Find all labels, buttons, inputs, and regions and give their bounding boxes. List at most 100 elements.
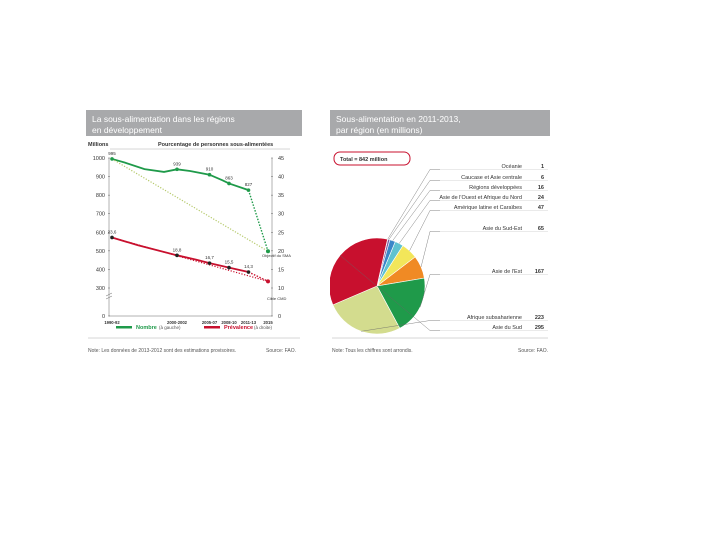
x-tick-label: 2000-2002 [167,320,188,325]
y-right-tick-label: 0 [278,314,281,320]
pie-category-label: Amérique latine et Caraïbes [454,205,522,211]
left-title-line2: en développement [92,125,162,135]
pie-value-label: 16 [538,185,544,191]
y-left-tick-label: 0 [102,314,105,320]
pie-category-label: Asie du Sud [492,325,522,331]
left-title-line1: La sous-alimentation dans les régions [92,114,235,124]
right-title-line2: par région (en millions) [336,125,423,135]
x-tick-label: 2015 [263,320,273,325]
line-chart: Millions Pourcentage de personnes sous-a… [88,142,300,339]
x-tick-label: 2011-13 [241,320,257,325]
target-point [266,249,270,254]
pie-value-label: 24 [538,195,545,201]
y-right-label: Pourcentage de personnes sous-alimentées [158,142,273,148]
left-source: Source: FAO. [266,348,297,354]
legend-prevalence-label: Prévalence [224,325,253,331]
pie-value-label: 223 [535,315,544,321]
pie-category-label: Océanie [502,164,523,170]
pie-value-label: 167 [535,269,544,275]
y-left-tick-label: 600 [96,230,105,236]
total-box [333,151,411,166]
data-label: 16,7 [205,255,214,260]
right-source: Source: FAO. [518,348,549,354]
pie-leader-line [387,169,440,240]
data-point [227,181,231,186]
annotation-cmd: Cible CMD [267,296,286,301]
y-right-tick-label: 35 [278,193,284,199]
left-chart-header: La sous-alimentation dans les régions en… [86,110,302,136]
pie-leader-line [392,190,440,241]
left-note: Note: Les données de 2013-2012 sont des … [88,348,237,354]
data-label: 995 [108,151,116,156]
series-projection [247,189,269,252]
pie-leader-line [388,180,440,240]
target-point [266,279,270,284]
x-tick-label: 2008-10 [221,320,237,325]
y-right-tick-label: 30 [278,212,284,218]
data-label: 23,6 [108,229,117,234]
series-projection [248,271,269,282]
y-right-tick-label: 15 [278,267,284,273]
pie-category-label: Régions développées [469,185,522,191]
y-right-tick-label: 45 [278,156,284,162]
pie-leader-line [361,320,440,332]
legend-number-label: Nombre [136,325,157,331]
pie-chart: Total = 842 million Océanie 1 Caucase et A… [328,151,548,339]
data-label: 15,5 [225,260,234,265]
data-point [207,172,212,177]
pie-category-label: Asie de l'Est [492,269,523,275]
data-point [246,270,251,274]
data-label: 863 [225,175,233,180]
right-title-line1: Sous-alimentation en 2011-2013, [336,114,461,124]
y-left-label: Millions [88,142,108,148]
target-trend-line [111,158,269,252]
left-chart-panel: La sous-alimentation dans les régions en… [86,110,302,354]
data-label: 827 [245,182,253,187]
data-point [175,253,179,258]
data-point [175,167,179,172]
total-label: Total = 842 million [340,157,388,163]
pie-category-label: Caucase et Asie centrale [461,175,522,181]
x-tick-label: 2005-07 [202,320,218,325]
pie-value-label: 1 [541,164,544,170]
data-point [227,265,231,270]
data-point [207,261,212,265]
data-point [110,157,114,161]
data-label: 18,8 [173,247,182,252]
pie-leader-line [339,255,440,331]
y-left-tick-label: 800 [96,193,105,199]
pie-leader-line [399,200,440,244]
legend-number-swatch [116,326,132,329]
pie-category-label: Asie de l'Ouest et Afrique du Nord [439,195,522,201]
y-right-tick-label: 10 [278,286,284,292]
pie-value-label: 65 [538,226,544,232]
legend-prevalence-axis: (à droite) [254,325,273,330]
target-trend-line [111,236,269,282]
y-right-tick-label: 40 [278,175,284,181]
right-note: Note: Tous les chiffres sont arrondis. [332,348,413,354]
annotation-mdg: Objectif du SMA [262,253,291,258]
data-label: 14,3 [244,264,253,269]
legend-number-axis: (à gauche) [159,325,181,330]
data-label: 910 [206,167,214,172]
y-left-tick-label: 700 [96,212,105,218]
y-left-tick-label: 500 [96,249,105,255]
y-left-tick-label: 400 [96,267,105,273]
y-right-tick-label: 25 [278,230,284,236]
data-label: 939 [173,161,181,166]
pie-leader-line [409,210,440,251]
pie-leader-line [420,231,440,267]
y-right-tick-label: 20 [278,249,284,255]
data-point [110,235,114,240]
pie-category-label: Asie du Sud-Est [483,226,523,232]
series-line-number [111,158,249,191]
right-chart-header: Sous-alimentation en 2011-2013, par régi… [330,110,550,136]
y-left-tick-label: 300 [96,286,105,292]
y-left-tick-label: 900 [96,175,105,181]
pie-category-label: Afrique subsaharienne [467,315,522,321]
pie-leader-line [419,274,440,308]
data-point [246,188,251,192]
pie-value-label: 47 [538,205,544,211]
x-tick-label: 1990-92 [104,320,120,325]
right-chart-panel: Sous-alimentation en 2011-2013, par régi… [328,110,550,354]
